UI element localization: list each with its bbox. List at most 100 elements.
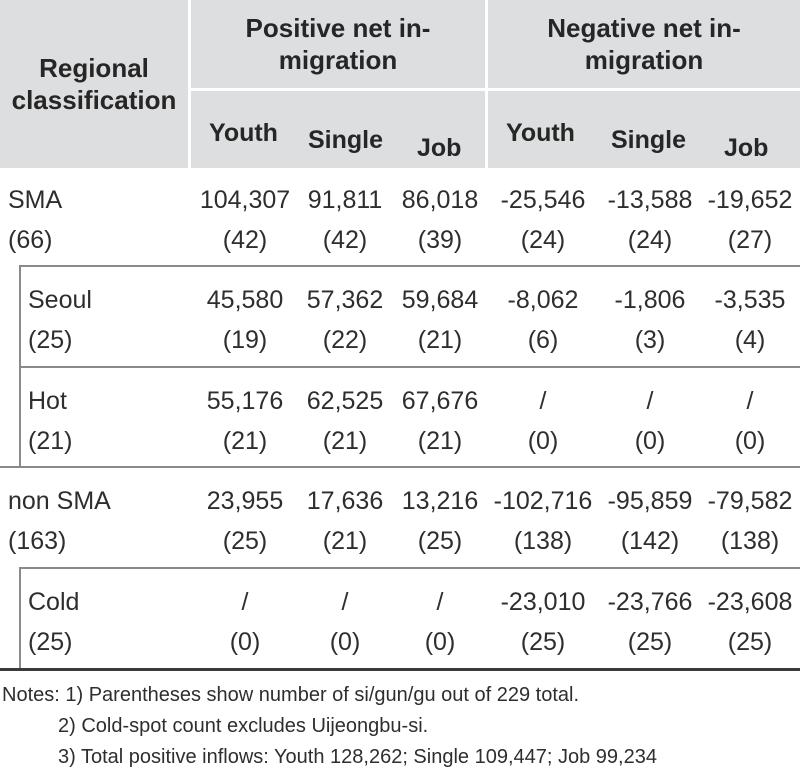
notes: Notes: 1) Parentheses show number of si/… [2,680,657,773]
cell-count: (138) [513,527,573,555]
row-label: non SMA (163) [8,481,111,561]
cell-value: 62,525 [306,387,384,415]
row-name: Seoul [28,286,92,314]
cell-count: (25) [222,527,268,555]
cell-count: (24) [627,226,673,254]
table-bottom-rule [0,668,800,671]
table-cell: -95,859 (142) [590,481,710,561]
cell-count: (39) [417,226,463,254]
note: 3) Total positive inflows: Youth 128,262… [58,746,657,768]
table-cell: -19,652 (27) [690,180,800,260]
cell-value: -8,062 [507,286,579,314]
row-name: SMA [8,186,63,214]
table-cell: 45,580 (19) [185,280,305,360]
nest-line [19,567,21,669]
cell-count: (0) [634,427,666,455]
cell-value: -102,716 [493,487,593,515]
table-cell: -13,588 (24) [590,180,710,260]
cell-count: (0) [527,427,559,455]
table-cell: / (0) [483,381,603,461]
row-divider [19,567,800,569]
row-divider [0,466,800,468]
cell-value: 45,580 [206,286,284,314]
header-text: migration [584,45,704,75]
header-regional-classification: Regional classification [0,0,188,168]
cell-value: -13,588 [607,186,693,214]
cell-value: 55,176 [206,387,284,415]
cell-count: (0) [424,628,456,656]
table-cell: / (0) [590,381,710,461]
cell-count: (21) [417,427,463,455]
table-cell: -25,546 (24) [483,180,603,260]
table-row: non SMA (163) 23,955 (25) 17,636 (21) 13,216 (2… [0,481,800,566]
cell-value: -23,766 [607,588,693,616]
cell-count: (138) [720,527,780,555]
cell-value: 57,362 [306,286,384,314]
cell-value: -25,546 [500,186,586,214]
row-name: Hot [28,387,67,415]
header-pos-job: Job [395,124,485,168]
row-count: (66) [8,226,53,254]
cell-value: 17,636 [306,487,384,515]
cell-count: (21) [322,527,368,555]
table-row: SMA (66) 104,307 (42) 91,811 (42) 86,018 (39) -2… [0,180,800,265]
table-cell: / (0) [285,582,405,662]
table-cell: -3,535 (4) [690,280,800,360]
cell-count: (0) [329,628,361,656]
cell-count: (142) [620,527,680,555]
cell-value: -1,806 [614,286,686,314]
header-neg-job: Job [700,124,800,168]
row-divider [19,366,800,368]
table-cell: -8,062 (6) [483,280,603,360]
cell-value: 67,676 [401,387,479,415]
cell-value: / [241,588,249,616]
note: Notes: 1) Parentheses show number of si/… [2,684,580,706]
cell-count: (4) [734,326,766,354]
table-cell: 17,636 (21) [285,481,405,561]
table-cell: -23,766 (25) [590,582,710,662]
cell-count: (19) [222,326,268,354]
row-count: (21) [28,427,73,455]
header-text: Single [611,126,687,154]
cell-value: 13,216 [401,487,479,515]
cell-value: -3,535 [714,286,786,314]
cell-count: (21) [322,427,368,455]
cell-count: (24) [520,226,566,254]
cell-count: (27) [727,226,773,254]
cell-count: (22) [322,326,368,354]
cell-value: 86,018 [401,186,479,214]
cell-value: 104,307 [199,186,291,214]
note: 2) Cold-spot count excludes Uijeongbu-si… [58,715,429,737]
cell-value: / [746,387,754,415]
header-text: Youth [506,119,575,147]
header-text: Negative net in- [547,13,741,43]
table-cell: 67,676 (21) [380,381,500,461]
row-count: (25) [28,326,73,354]
table-row: Hot (21) 55,176 (21) 62,525 (21) 67,676 (21) / (0… [0,381,800,466]
cell-count: (0) [229,628,261,656]
row-name: Cold [28,588,80,616]
table-cell: / (0) [380,582,500,662]
cell-count: (6) [527,326,559,354]
table-cell: 57,362 (22) [285,280,405,360]
cell-count: (42) [222,226,268,254]
header-text: Positive net in- [245,13,431,43]
header-text: migration [278,45,398,75]
cell-value: -23,608 [707,588,793,616]
header-text: Youth [209,119,278,147]
table-cell: 86,018 (39) [380,180,500,260]
table-cell: 23,955 (25) [185,481,305,561]
row-name: non SMA [8,487,111,515]
cell-value: 59,684 [401,286,479,314]
cell-count: (0) [734,427,766,455]
table-cell: -102,716 (138) [483,481,603,561]
table-cell: -79,582 (138) [690,481,800,561]
header-text: Regional [39,53,149,83]
row-label: SMA (66) [8,180,62,260]
row-label: Seoul (25) [28,280,92,360]
cell-value: / [646,387,654,415]
table-row: Cold (25) / (0) / (0) / (0) -23,010 (25) -23,766 (2… [0,582,800,667]
cell-value: -95,859 [607,487,693,515]
table-cell: 59,684 (21) [380,280,500,360]
cell-value: / [539,387,547,415]
